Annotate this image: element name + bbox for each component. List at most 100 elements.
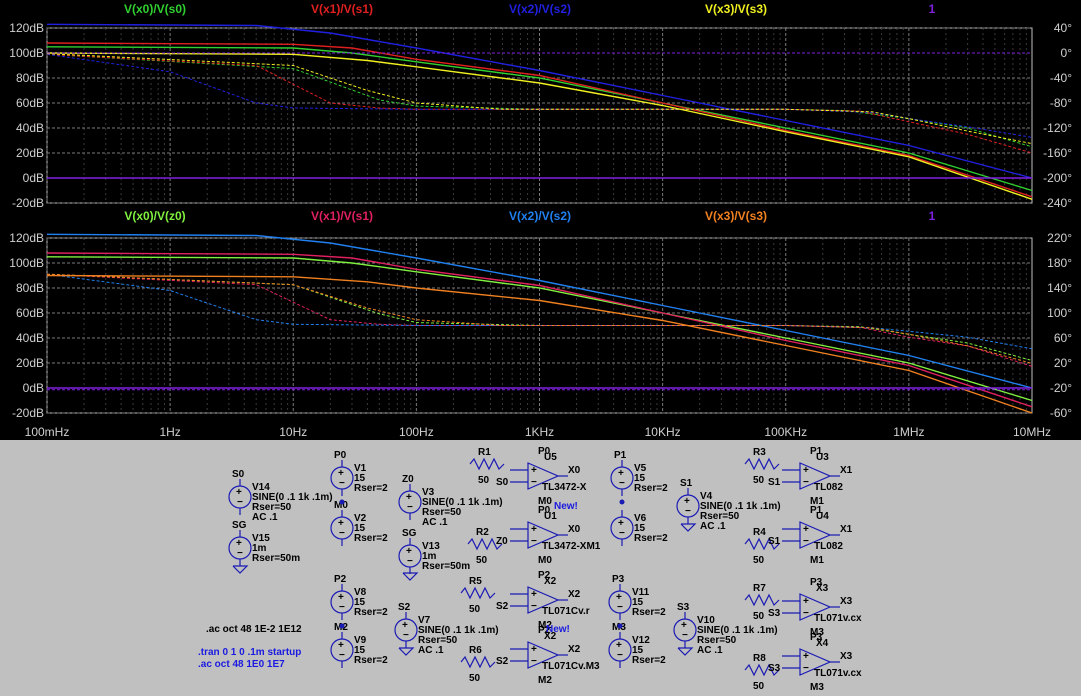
source-value: SINE(0 .1 1k .1m) <box>697 625 778 636</box>
y2-tick-label: 0° <box>1061 46 1073 60</box>
series-phase <box>46 53 1033 145</box>
resistor[interactable]: R3 50 <box>744 447 780 486</box>
opamp[interactable]: +− U5 X0 S0 P0 M0 TL3472-X <box>496 446 587 507</box>
minus-sign: − <box>237 497 243 508</box>
y2-tick-label: -160° <box>1043 146 1072 160</box>
plus-sign: + <box>618 468 624 479</box>
net-label: M2 <box>538 620 552 631</box>
opamp[interactable]: +− X4 X3 S3 P3 M3 TL071v.cx <box>768 632 862 693</box>
series-magnitude <box>46 233 1033 389</box>
y-tick-label: 120dB <box>9 21 44 35</box>
resistor[interactable]: R1 50 <box>469 447 505 486</box>
junction-dot <box>617 623 623 629</box>
source-value: 15 <box>634 473 646 484</box>
net-label: S1 <box>768 477 781 488</box>
y-tick-label: 60dB <box>16 306 44 320</box>
plus-sign: + <box>338 518 344 529</box>
net-label: P2 <box>334 574 347 585</box>
net-label: S1 <box>768 536 781 547</box>
opamp[interactable]: +− U4 X1 S1 P1 M1 TL082 <box>768 505 853 566</box>
net-label: SG <box>232 520 247 531</box>
source-value: AC .1 <box>700 521 726 532</box>
bode-pane-0[interactable]: 120dB 100dB 80dB 60dB 40dB 20dB 0dB -20dB 40° 0° -… <box>9 2 1072 210</box>
net-label: M0 <box>538 555 552 566</box>
inv-sign: − <box>531 536 537 547</box>
waveform-viewer[interactable]: 120dB 100dB 80dB 60dB 40dB 20dB 0dB -20dB 40° 0° -… <box>0 0 1081 440</box>
opamp[interactable]: +− X2 X2 S2 P2 M2 TL071Cv.r <box>496 570 590 631</box>
opamp[interactable]: +− U1 X0 Z0 P0 M0 TL3472-XM1 <box>496 505 601 566</box>
resistor[interactable]: R7 50 <box>744 583 780 622</box>
minus-sign: − <box>682 630 688 641</box>
bode-pane-1[interactable]: 120dB 100dB 80dB 60dB 40dB 20dB 0dB -20dB 220° 18… <box>9 209 1072 420</box>
resistor-zigzag <box>467 537 503 551</box>
net-label: P2 <box>538 570 551 581</box>
ground-symbol <box>677 647 694 656</box>
y-tick-label: 100dB <box>9 46 44 60</box>
plus-sign: + <box>338 468 344 479</box>
y-tick-label: 80dB <box>16 71 44 85</box>
source-ref: V6 <box>634 513 647 524</box>
y2-tick-label: -240° <box>1043 196 1072 210</box>
source-value: Rser=2 <box>632 607 666 618</box>
source-value: Rser=50 <box>422 507 462 518</box>
inv-sign: − <box>531 601 537 612</box>
minus-sign: − <box>619 528 625 539</box>
noninv-sign: + <box>531 524 537 535</box>
resistor[interactable]: R5 50 <box>460 576 496 615</box>
net-label: S3 <box>768 663 781 674</box>
series-magnitude <box>46 274 1033 414</box>
source-value: Rser=2 <box>632 655 666 666</box>
minus-sign: − <box>619 478 625 489</box>
opamp-triangle <box>527 521 560 549</box>
source-ref: V11 <box>632 587 650 598</box>
inv-sign: − <box>803 663 809 674</box>
minus-sign: − <box>339 528 345 539</box>
source-ref: V7 <box>418 615 431 626</box>
source-value: 15 <box>354 523 366 534</box>
y2-tick-label: 140° <box>1047 281 1072 295</box>
resistor[interactable]: R6 50 <box>460 645 496 684</box>
bode-plots[interactable]: 120dB100dB80dB60dB40dB20dB0dB-20dB40°0°-… <box>0 0 1081 440</box>
opamp[interactable]: +− X2 X2 S2 P2 M2 TL071Cv.M3 <box>496 625 600 686</box>
x-tick-label: 1KHz <box>525 425 554 439</box>
net-label: P0 <box>538 505 551 516</box>
ground-symbol <box>232 565 249 574</box>
opamp-ref: X2 <box>544 631 557 642</box>
plus-sign: + <box>338 592 344 603</box>
y2-tick-label: 180° <box>1047 256 1072 270</box>
resistor[interactable]: R4 50 <box>744 527 780 566</box>
opamp-triangle <box>799 593 832 621</box>
opamp[interactable]: +− X3 X3 S3 P3 M3 TL071v.cx <box>768 577 862 638</box>
minus-sign: − <box>617 602 623 613</box>
opamp-ref: U1 <box>544 511 557 522</box>
net-label: S2 <box>398 602 411 613</box>
y-tick-label: -20dB <box>12 406 44 420</box>
inv-sign: − <box>803 608 809 619</box>
net-label: SG <box>402 528 417 539</box>
resistor[interactable]: R8 50 <box>744 653 780 692</box>
opamp[interactable]: +− U3 X1 S1 P1 M1 TL082 <box>768 446 853 507</box>
y-tick-label: 0dB <box>23 381 44 395</box>
series-phase <box>46 273 1033 350</box>
schematic-editor[interactable]: + − V14 SINE(0 .1 1k .1m) Rser=50 AC .1 S0 + − V1… <box>0 440 1081 696</box>
source-value: 1m <box>252 543 267 554</box>
y2-tick-label: 60° <box>1054 331 1072 345</box>
resistor[interactable]: R2 50 <box>467 527 503 566</box>
y2-tick-label: -120° <box>1043 121 1072 135</box>
